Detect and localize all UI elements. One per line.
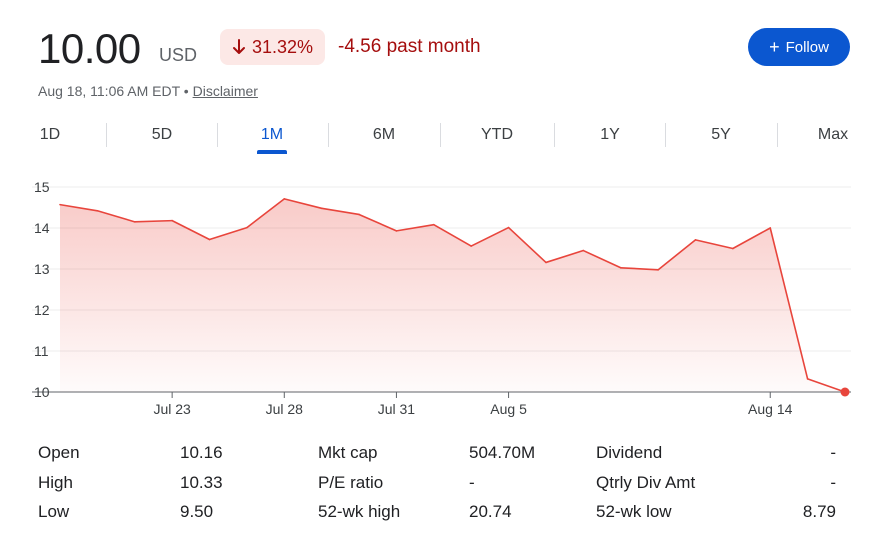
current-price: 10.00 [38, 25, 141, 72]
timestamp-text: Aug 18, 11:06 AM EDT [38, 83, 180, 99]
follow-button[interactable]: + Follow [748, 28, 850, 66]
range-tab-label: 5D [151, 126, 173, 143]
range-tab-label: 1Y [600, 126, 620, 143]
y-tick-label: 13 [34, 261, 50, 277]
time-range-tabs: 1D 5D 1M 6M YTD 1Y 5Y Max [0, 118, 871, 158]
x-tick-label: Jul 23 [153, 401, 191, 417]
quote-timestamp: Aug 18, 11:06 AM EDT • Disclaimer [38, 83, 258, 99]
x-tick-label: Jul 31 [378, 401, 416, 417]
line-segment [395, 223, 435, 232]
stat-value: - [830, 443, 836, 462]
line-segment [246, 198, 286, 229]
price-line [59, 198, 846, 393]
stat-label: Low [38, 502, 70, 521]
range-tab-label: 5Y [711, 126, 731, 143]
latest-price-dot [840, 387, 850, 397]
line-segment [171, 219, 211, 241]
stat-value: 20.74 [469, 502, 512, 521]
quote-header: 10.00 USD 31.32% -4.56 past month [38, 24, 858, 74]
stat-label: P/E ratio [318, 472, 384, 492]
x-tick-label: Aug 5 [490, 401, 527, 417]
price-area [60, 198, 845, 392]
range-tab-5d[interactable]: 5D [132, 118, 192, 152]
line-segment [470, 226, 510, 247]
plus-icon: + [769, 37, 780, 57]
y-tick-label: 14 [34, 220, 50, 236]
range-tab-5y[interactable]: 5Y [691, 118, 751, 152]
tab-divider [328, 123, 329, 147]
range-tab-label: YTD [481, 126, 513, 143]
y-tick-label: 11 [34, 343, 49, 359]
stat-row: Open 10.16 Mkt cap 504.70M Dividend - [38, 443, 848, 471]
stat-label: Open [38, 443, 80, 462]
tab-divider [554, 123, 555, 147]
stat-label: 52-wk low [596, 502, 672, 521]
y-tick-label: 15 [34, 179, 50, 195]
stat-label: 52-wk high [318, 502, 401, 521]
line-segment [732, 227, 772, 250]
line-segment [694, 239, 734, 250]
stat-label: Qtrly Div Amt [596, 472, 696, 492]
change-percent-badge: 31.32% [220, 29, 326, 65]
stat-value: 10.33 [180, 472, 223, 492]
line-segment [582, 249, 622, 269]
line-segment [133, 219, 173, 223]
y-tick-label: 12 [34, 302, 50, 318]
stat-value: - [830, 472, 836, 492]
stat-value: 10.16 [180, 443, 223, 462]
line-segment [507, 226, 547, 264]
line-segment [769, 227, 809, 380]
range-tab-label: Max [817, 126, 849, 143]
range-tab-1y[interactable]: 1Y [580, 118, 640, 152]
x-axis: Jul 23 Jul 28 Jul 31 Aug 5 Aug 14 [153, 392, 793, 417]
disclaimer-link[interactable]: Disclaimer [192, 83, 258, 99]
line-segment [59, 203, 99, 212]
range-tab-1d[interactable]: 1D [20, 118, 80, 152]
range-tab-1m[interactable]: 1M [242, 118, 302, 154]
price-chart: 10 11 12 13 14 15 Jul 23 Jul 28 Jul 31 Aug 5 Aug … [32, 179, 851, 417]
arrow-down-icon [233, 39, 245, 54]
stat-label: Mkt cap [318, 443, 378, 462]
y-tick-label: 10 [34, 384, 50, 400]
change-amount: -4.56 past month [338, 36, 481, 57]
line-segment [619, 266, 659, 271]
line-segment [657, 239, 697, 271]
range-tab-ytd[interactable]: YTD [467, 118, 527, 152]
tab-divider [440, 123, 441, 147]
change-percent: 31.32% [252, 36, 314, 57]
timestamp-separator: • [179, 83, 193, 99]
price-points [840, 387, 850, 397]
range-tab-label: 1D [39, 126, 61, 143]
y-axis: 10 11 12 13 14 15 [34, 179, 50, 400]
stat-label: Dividend [596, 443, 663, 462]
line-segment [806, 378, 846, 393]
range-tab-max[interactable]: Max [803, 118, 863, 152]
line-segment [320, 207, 360, 216]
line-segment [358, 213, 398, 232]
range-tab-label: 1M [260, 126, 284, 143]
line-segment [283, 198, 323, 210]
x-tick-label: Jul 28 [266, 401, 304, 417]
line-segment [433, 223, 472, 247]
stat-row: Low 9.50 52-wk high 20.74 52-wk low 8.79 [38, 502, 848, 530]
range-tab-6m[interactable]: 6M [354, 118, 414, 152]
active-tab-indicator [257, 150, 287, 154]
line-segment [208, 226, 248, 241]
line-segment [96, 209, 136, 223]
tab-divider [217, 123, 218, 147]
stat-value: 8.79 [802, 502, 836, 521]
x-tick-label: Aug 14 [748, 401, 793, 417]
line-segment [545, 249, 585, 264]
currency-code: USD [159, 45, 198, 65]
tab-divider [777, 123, 778, 147]
stat-row: High 10.33 P/E ratio - Qtrly Div Amt - [38, 473, 848, 501]
stat-value: 9.50 [180, 502, 214, 521]
stat-value: - [469, 472, 475, 492]
follow-label: Follow [785, 38, 829, 56]
tab-divider [106, 123, 107, 147]
range-tab-label: 6M [372, 126, 396, 143]
tab-divider [665, 123, 666, 147]
stat-label: High [38, 472, 73, 492]
stat-value: 504.70M [469, 443, 536, 462]
